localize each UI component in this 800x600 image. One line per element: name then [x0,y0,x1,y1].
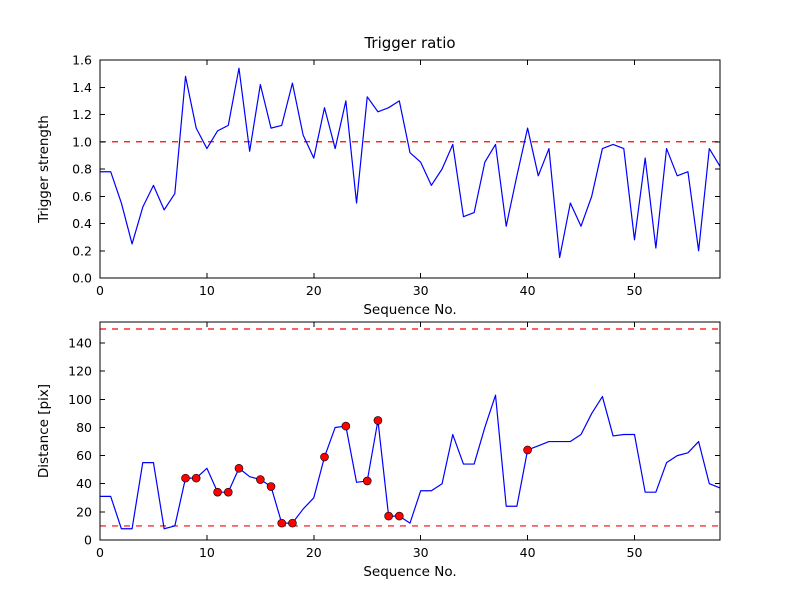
x-axis-label: Sequence No. [363,564,456,580]
data-line [100,394,721,530]
data-marker [277,518,287,528]
data-marker [362,476,372,486]
y-tick-label: 120 [68,364,92,379]
y-tick-label: 0.2 [72,243,92,258]
data-marker [181,473,190,483]
x-tick-label: 0 [96,545,104,560]
y-tick-label: 1.4 [72,80,92,95]
y-tick-label: 80 [76,420,92,435]
y-tick-label: 1.6 [72,53,92,68]
y-tick-label: 1.0 [72,134,92,149]
data-marker [384,511,393,521]
axes-frame [99,321,721,541]
y-tick-label: 140 [68,336,92,351]
y-tick-label: 60 [76,448,92,463]
data-marker [320,452,329,462]
x-tick-label: 0 [96,283,104,298]
data-marker [341,421,351,431]
y-tick-label: 0.0 [72,271,92,286]
data-marker [288,518,297,528]
data-marker [191,473,201,483]
x-tick-label: 20 [306,283,322,298]
data-marker [395,511,404,521]
x-tick-label: 40 [520,545,536,560]
y-tick-label: 20 [76,504,92,519]
data-marker [266,482,276,491]
x-tick-label: 40 [520,283,536,298]
x-tick-label: 10 [199,545,215,560]
y-tick-label: 0.6 [72,189,92,204]
y-axis-label: Distance [pix] [36,384,52,478]
y-tick-label: 100 [68,392,92,407]
x-tick-label: 10 [199,283,215,298]
data-marker [234,463,244,473]
chart-title: Trigger ratio [363,34,455,52]
y-axis-label: Trigger strength [36,115,52,224]
data-marker [373,416,383,425]
plot-area [100,60,720,278]
data-line [100,67,721,259]
data-marker [256,475,265,484]
y-tick-label: 0 [84,533,92,548]
x-tick-label: 50 [627,283,643,298]
x-tick-label: 50 [627,545,643,560]
data-marker [223,487,233,497]
y-tick-label: 0.4 [72,216,92,231]
x-tick-label: 30 [413,283,429,298]
x-tick-label: 30 [413,545,429,560]
y-tick-label: 1.2 [72,107,92,122]
x-axis-label: Sequence No. [363,302,456,318]
y-tick-label: 40 [76,476,92,491]
x-tick-label: 20 [306,545,322,560]
data-marker [523,445,532,455]
data-marker [213,487,222,497]
y-tick-label: 0.8 [72,162,92,177]
plot-area [100,322,720,540]
